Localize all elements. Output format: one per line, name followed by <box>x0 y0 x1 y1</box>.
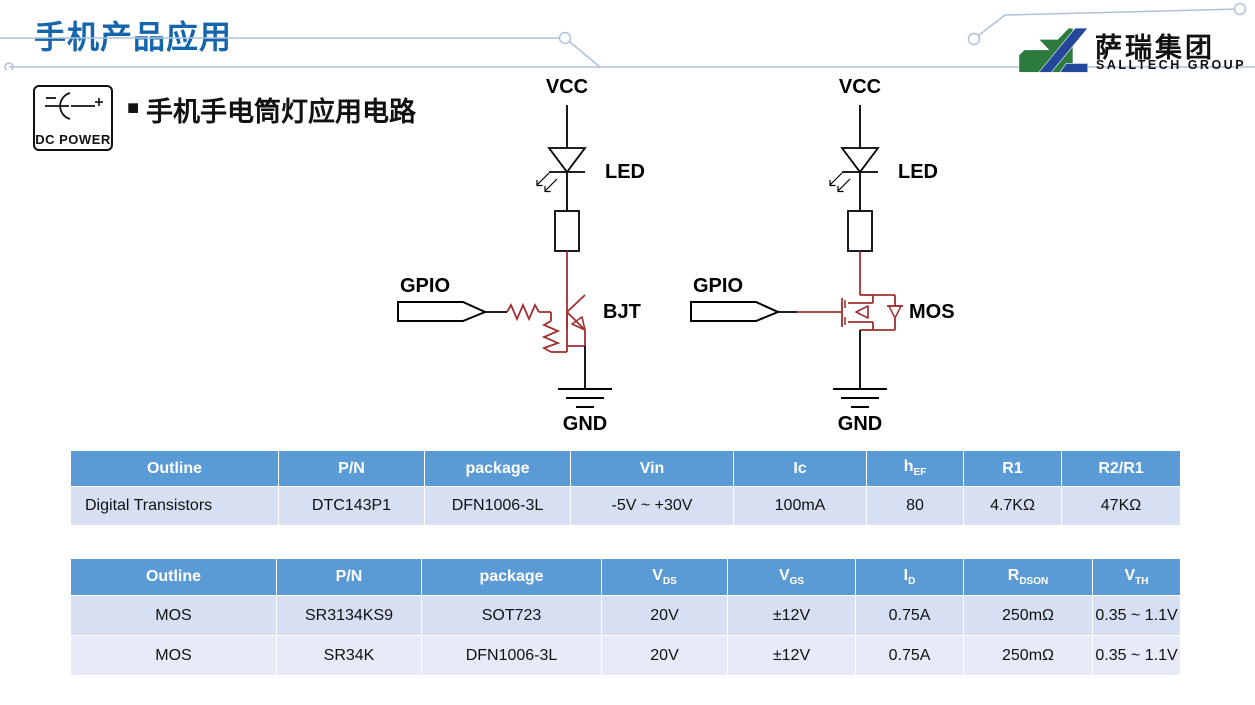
svg-text:LED: LED <box>898 161 938 183</box>
svg-text:GPIO: GPIO <box>693 275 743 297</box>
svg-text:GND: GND <box>838 413 882 435</box>
svg-text:VCC: VCC <box>546 76 588 98</box>
svg-text:GND: GND <box>563 413 607 435</box>
svg-text:LED: LED <box>605 161 645 183</box>
svg-text:VCC: VCC <box>839 76 881 98</box>
svg-text:MOS: MOS <box>909 301 955 323</box>
svg-text:BJT: BJT <box>603 301 641 323</box>
svg-text:GPIO: GPIO <box>400 275 450 297</box>
